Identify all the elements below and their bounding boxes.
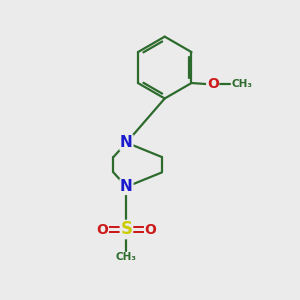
Text: S: S (120, 220, 132, 238)
Text: N: N (120, 179, 133, 194)
Text: O: O (145, 223, 157, 236)
Text: O: O (207, 77, 219, 92)
Text: O: O (96, 223, 108, 236)
Text: CH₃: CH₃ (116, 253, 137, 262)
Text: CH₃: CH₃ (232, 80, 253, 89)
Text: N: N (120, 135, 133, 150)
